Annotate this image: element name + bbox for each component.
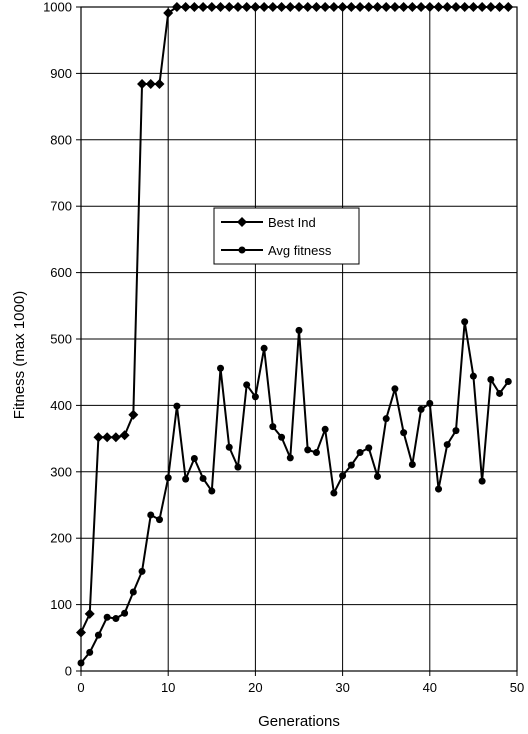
data-point-avg-fitness [208, 487, 216, 495]
data-point-avg-fitness [356, 449, 364, 457]
data-point-best-ind [110, 432, 121, 443]
data-point-avg-fitness [496, 389, 504, 397]
series-best-ind [76, 2, 514, 638]
y-tick-label: 400 [50, 398, 72, 413]
data-point-best-ind [102, 432, 113, 443]
axes [76, 6, 518, 676]
legend-marker-best-ind [237, 217, 247, 227]
data-point-avg-fitness [155, 516, 163, 524]
data-point-avg-fitness [373, 472, 381, 480]
data-point-avg-fitness [330, 489, 338, 497]
data-point-avg-fitness [243, 381, 251, 389]
data-point-avg-fitness [199, 474, 207, 482]
data-point-avg-fitness [278, 433, 286, 441]
data-point-avg-fitness [103, 613, 111, 621]
plot-frame [80, 6, 518, 672]
data-point-best-ind [163, 7, 174, 18]
x-axis-title: Generations [258, 713, 340, 730]
data-point-avg-fitness [417, 405, 425, 413]
data-point-avg-fitness [339, 472, 347, 480]
data-point-avg-fitness [86, 648, 94, 656]
data-point-avg-fitness [129, 588, 137, 596]
y-tick-label: 0 [65, 664, 72, 679]
y-tick-label: 1000 [43, 0, 72, 15]
series-layer [76, 2, 514, 667]
data-point-avg-fitness [400, 429, 408, 437]
data-point-avg-fitness [286, 454, 294, 462]
data-point-best-ind [154, 79, 165, 90]
series-avg-fitness [77, 318, 512, 667]
y-tick-label: 800 [50, 132, 72, 147]
data-point-avg-fitness [164, 474, 172, 482]
legend-label-avg-fitness: Avg fitness [268, 243, 332, 258]
data-point-avg-fitness [260, 344, 268, 352]
data-point-avg-fitness [391, 385, 399, 393]
data-point-avg-fitness [487, 376, 495, 384]
x-tick-label: 20 [248, 680, 262, 695]
data-point-best-ind [128, 409, 139, 420]
data-point-avg-fitness [138, 567, 146, 575]
data-point-avg-fitness [182, 475, 190, 483]
data-point-avg-fitness [478, 477, 486, 485]
legend: Best Ind Avg fitness [213, 207, 360, 265]
data-point-avg-fitness [443, 441, 451, 449]
x-tick-label: 30 [335, 680, 349, 695]
x-tick-label: 40 [423, 680, 437, 695]
data-point-avg-fitness [190, 455, 198, 463]
data-point-avg-fitness [173, 402, 181, 410]
data-point-avg-fitness [408, 460, 416, 468]
x-tick-label: 10 [161, 680, 175, 695]
data-point-avg-fitness [461, 318, 469, 326]
data-point-avg-fitness [365, 444, 373, 452]
series-line-avg-fitness [80, 320, 510, 664]
data-point-avg-fitness [94, 631, 102, 639]
legend-marker-avg-fitness [238, 246, 246, 254]
data-point-best-ind [119, 430, 130, 441]
data-point-avg-fitness [147, 511, 155, 519]
data-point-best-ind [84, 608, 95, 619]
legend-box [213, 207, 360, 265]
x-tick-label: 0 [77, 680, 84, 695]
data-point-avg-fitness [469, 372, 477, 380]
data-point-avg-fitness [251, 393, 259, 401]
data-point-avg-fitness [321, 425, 329, 433]
data-point-avg-fitness [304, 446, 312, 454]
data-point-avg-fitness [217, 364, 225, 372]
x-tick-label: 50 [510, 680, 524, 695]
y-tick-label: 500 [50, 332, 72, 347]
y-axis-title: Fitness (max 1000) [11, 291, 28, 419]
y-tick-label: 700 [50, 199, 72, 214]
y-tick-label: 900 [50, 66, 72, 81]
data-point-avg-fitness [234, 463, 242, 471]
y-tick-label: 200 [50, 531, 72, 546]
data-point-avg-fitness [347, 461, 355, 469]
data-point-avg-fitness [225, 443, 233, 451]
y-tick-label: 600 [50, 265, 72, 280]
data-point-avg-fitness [269, 423, 277, 431]
data-point-best-ind [145, 79, 156, 90]
legend-label-best-ind: Best Ind [268, 215, 316, 230]
data-point-avg-fitness [382, 415, 390, 423]
data-point-avg-fitness [504, 377, 512, 385]
data-point-avg-fitness [312, 449, 320, 457]
data-point-avg-fitness [112, 615, 120, 623]
data-point-best-ind [93, 432, 104, 443]
data-point-avg-fitness [426, 399, 434, 407]
y-tick-label: 300 [50, 464, 72, 479]
data-point-avg-fitness [452, 427, 460, 435]
data-point-best-ind [137, 79, 148, 90]
data-point-avg-fitness [121, 609, 129, 617]
tick-labels: 0 100 200 300 400 500 600 700 800 900 1000 0 10 20 30 4… [43, 0, 524, 695]
data-point-avg-fitness [295, 326, 303, 334]
data-point-avg-fitness [435, 485, 443, 493]
y-tick-label: 100 [50, 597, 72, 612]
